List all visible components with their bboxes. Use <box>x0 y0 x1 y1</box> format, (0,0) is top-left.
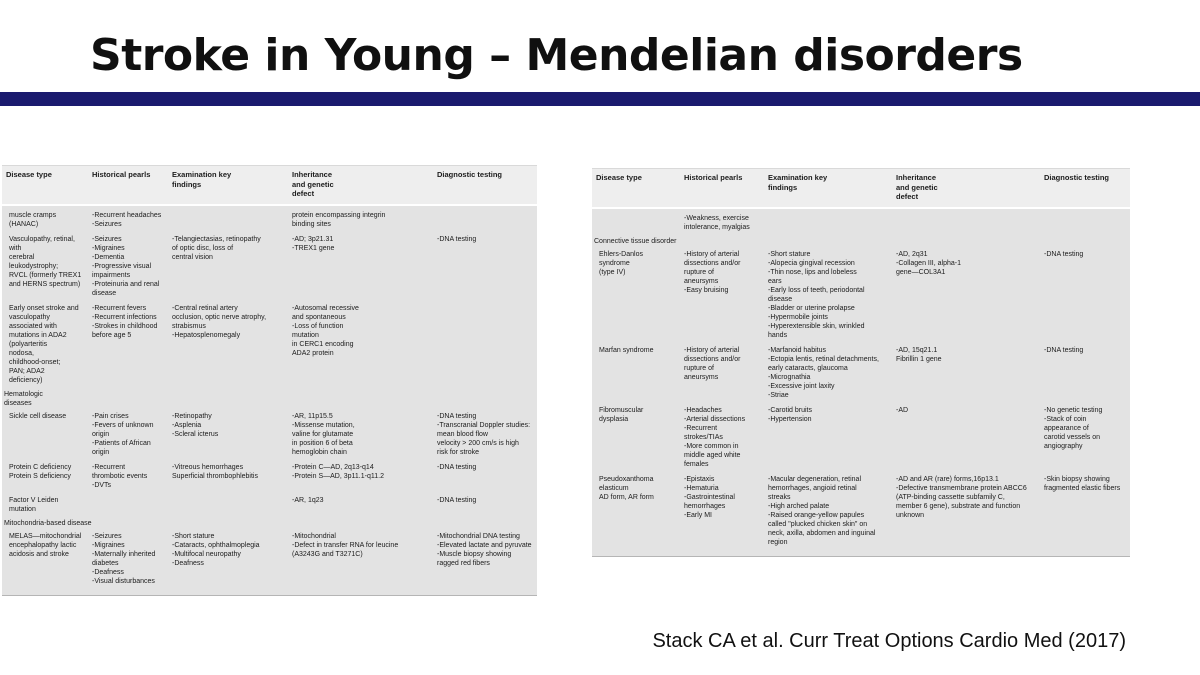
table-cell <box>172 211 292 229</box>
section-row: Hematologic diseases <box>2 388 537 409</box>
table-cell: -DNA testing <box>437 235 477 243</box>
table-row: Ehlers-Danlos syndrome (type IV) -History… <box>592 247 1130 343</box>
section-row: Mitochondria-based disease <box>2 517 537 529</box>
table-cell: -Short stature -Alopecia gingival recess… <box>768 250 865 339</box>
table-row: Fibromuscular dysplasia -Headaches -Arter… <box>592 403 1130 472</box>
section-label: Connective tissue disorder <box>594 237 677 245</box>
table-cell: -AD <box>896 406 909 414</box>
table-cell <box>92 496 172 514</box>
table-row: Vasculopathy, retinal, with cerebral leu… <box>2 232 537 301</box>
table-cell: Protein C deficiency Protein S deficienc… <box>9 463 72 480</box>
table-cell: -AD, 2q31 -Collagen III, alpha-1 gene—CO… <box>896 250 961 276</box>
table-cell: Marfan syndrome <box>599 346 654 354</box>
column-header: Examination key findings <box>172 170 232 189</box>
table-cell: -AD; 3p21.31 -TREX1 gene <box>292 235 335 252</box>
table-cell: muscle cramps (HANAC) <box>9 211 57 228</box>
column-header: Diagnostic testing <box>437 170 503 179</box>
table-cell: -Recurrent thrombotic events -DVTs <box>92 463 148 489</box>
table-cell: -Telangiectasias, retinopathy of optic d… <box>172 235 261 261</box>
column-header: Inheritance and genetic defect <box>292 170 334 198</box>
table-cell: Ehlers-Danlos syndrome (type IV) <box>599 250 643 276</box>
table-cell: -Seizures -Migraines -Maternally inherit… <box>92 532 156 585</box>
column-header: Examination key findings <box>768 173 828 192</box>
table-cell: -Weakness, exercise intolerance, myalgia… <box>684 214 750 231</box>
table-cell: -Headaches -Arterial dissections -Recurr… <box>684 406 746 468</box>
table-cell: -Macular degeneration, retinal hemorrhag… <box>768 475 876 546</box>
column-header: Inheritance and genetic defect <box>896 173 938 201</box>
column-header: Diagnostic testing <box>1044 173 1110 182</box>
table-cell: -AR, 11p15.5 -Missense mutation, valine … <box>292 412 355 456</box>
table-cell: -DNA testing <box>1044 250 1084 258</box>
table-cell: protein encompassing integrin binding si… <box>292 211 386 228</box>
table-cell: -Central retinal artery occlusion, optic… <box>172 304 267 339</box>
table-header-row: Disease type Historical pearls Examination… <box>2 165 537 206</box>
citation-text: Stack CA et al. Curr Treat Options Cardi… <box>652 630 1126 652</box>
table-cell: -Vitreous hemorrhages Superficial thromb… <box>172 463 258 480</box>
table-row: Protein C deficiency Protein S deficienc… <box>2 460 537 493</box>
table-cell: -Marfanoid habitus -Ectopia lentis, reti… <box>768 346 879 399</box>
table-cell <box>1044 214 1130 232</box>
table-cell: Pseudoxanthoma elasticum AD form, AR for… <box>599 475 654 501</box>
table-cell: -DNA testing <box>437 496 477 504</box>
table-row: Early onset stroke and vasculopathy asso… <box>2 301 537 388</box>
table-cell <box>768 214 896 232</box>
table-cell: -Retinopathy -Asplenia -Scleral icterus <box>172 412 219 438</box>
mendelian-table-right: Disease type Historical pearls Examination… <box>592 168 1130 557</box>
table-cell: -Recurrent headaches -Seizures <box>92 211 162 228</box>
table-row: muscle cramps (HANAC) -Recurrent headache… <box>2 208 537 232</box>
table-cell: -Short stature -Cataracts, ophthalmopleg… <box>172 532 260 567</box>
table-row: Pseudoxanthoma elasticum AD form, AR for… <box>592 472 1130 550</box>
table-cell: Fibromuscular dysplasia <box>599 406 644 423</box>
table-cell: -AD and AR (rare) forms,16p13.1 -Defecti… <box>896 475 1027 519</box>
table-cell <box>592 214 684 232</box>
table-row: Factor V Leiden mutation -AR, 1q23 -DNA te… <box>2 493 537 517</box>
table-row: MELAS—mitochondrial encephalopathy lacti… <box>2 529 537 589</box>
table-cell <box>896 214 1044 232</box>
table-cell: -Mitochondrial DNA testing -Elevated lac… <box>437 532 532 567</box>
table-cell: MELAS—mitochondrial encephalopathy lacti… <box>9 532 82 558</box>
table-header-row: Disease type Historical pearls Examination… <box>592 168 1130 209</box>
table-cell: -DNA testing <box>1044 346 1084 354</box>
mendelian-table-left: Disease type Historical pearls Examination… <box>2 165 537 596</box>
table-row: Marfan syndrome -History of arterial diss… <box>592 343 1130 403</box>
table-cell: -Pain crises -Fevers of unknown origin -… <box>92 412 154 456</box>
table-cell: -Protein C—AD, 2q13-q14 -Protein S—AD, 3… <box>292 463 384 480</box>
table-cell: -Seizures -Migraines -Dementia -Progress… <box>92 235 160 297</box>
section-row: Connective tissue disorder <box>592 235 1130 247</box>
table-cell <box>172 496 292 514</box>
section-label: Hematologic diseases <box>4 390 43 407</box>
column-header: Historical pearls <box>92 170 151 179</box>
table-body: -Weakness, exercise intolerance, myalgia… <box>592 208 1130 556</box>
title-underline-bar <box>0 92 1200 106</box>
table-body: muscle cramps (HANAC) -Recurrent headache… <box>2 205 537 595</box>
column-header: Disease type <box>6 170 52 179</box>
table-row: Sickle cell disease -Pain crises -Fevers … <box>2 409 537 460</box>
table-cell: -No genetic testing -Stack of coin appea… <box>1044 406 1103 450</box>
table-cell: -DNA testing <box>437 463 477 471</box>
slide-title: Stroke in Young – Mendelian disorders <box>90 30 1023 81</box>
column-header: Historical pearls <box>684 173 743 182</box>
table-cell: -Mitochondrial -Defect in transfer RNA f… <box>292 532 399 558</box>
column-header: Disease type <box>596 173 642 182</box>
table-cell: -History of arterial dissections and/or … <box>684 250 741 294</box>
table-cell: -Autosomal recessive and spontaneous -Lo… <box>292 304 359 357</box>
table-cell: -DNA testing -Transcranial Doppler studi… <box>437 412 531 456</box>
table-cell: -AR, 1q23 <box>292 496 324 504</box>
table-cell: -AD, 15q21.1 Fibrillin 1 gene <box>896 346 942 363</box>
table-cell: Vasculopathy, retinal, with cerebral leu… <box>9 235 82 288</box>
table-row: -Weakness, exercise intolerance, myalgia… <box>592 211 1130 235</box>
table-cell: -Recurrent fevers -Recurrent infections … <box>92 304 158 339</box>
table-cell: -Skin biopsy showing fragmented elastic … <box>1044 475 1121 492</box>
table-cell: Sickle cell disease <box>9 412 67 420</box>
table-cell: -Epistaxis -Hematuria -Gastrointestinal … <box>684 475 735 519</box>
table-cell: -History of arterial dissections and/or … <box>684 346 741 381</box>
table-cell <box>437 211 537 229</box>
section-label: Mitochondria-based disease <box>4 519 92 527</box>
table-cell <box>437 304 537 385</box>
table-cell: -Carotid bruits -Hypertension <box>768 406 812 423</box>
table-cell: Early onset stroke and vasculopathy asso… <box>9 304 79 384</box>
table-cell: Factor V Leiden mutation <box>9 496 59 513</box>
